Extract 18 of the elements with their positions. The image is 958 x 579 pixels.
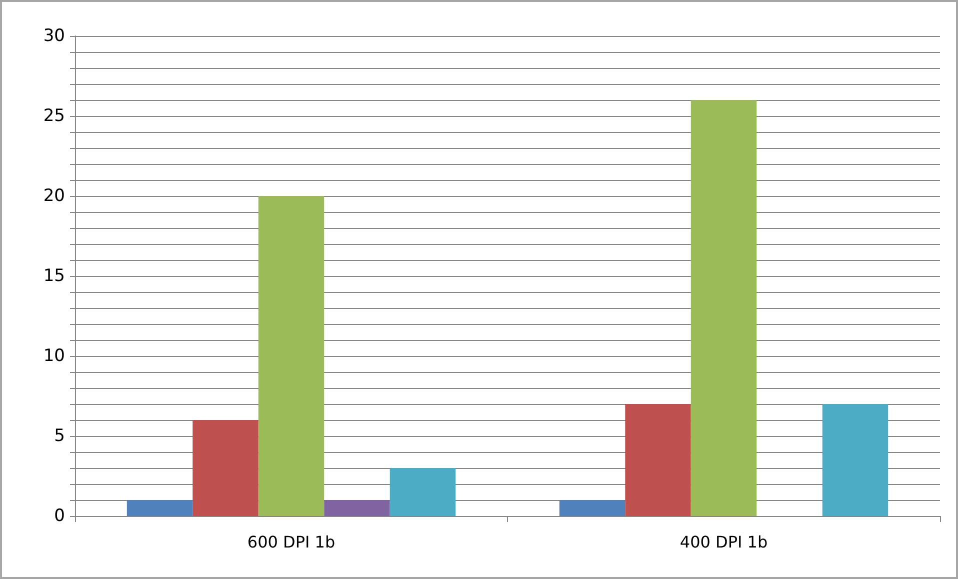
y-tick-label: 30 <box>43 26 65 46</box>
y-tick-label: 25 <box>43 106 65 126</box>
bar <box>258 196 324 516</box>
y-tick-label: 0 <box>54 506 65 526</box>
y-tick-label: 15 <box>43 266 65 286</box>
bar <box>625 404 691 516</box>
bar <box>126 500 193 516</box>
y-tick-label: 10 <box>43 346 65 366</box>
y-tick-label: 5 <box>54 426 65 446</box>
bar <box>390 468 456 516</box>
bar <box>192 420 258 516</box>
bar <box>690 100 757 516</box>
x-tick-label: 400 DPI 1b <box>680 532 768 552</box>
bar <box>559 500 626 516</box>
x-tick-label: 600 DPI 1b <box>247 532 336 552</box>
bar <box>324 500 390 516</box>
y-tick-label: 20 <box>43 186 65 206</box>
bar <box>822 404 888 516</box>
